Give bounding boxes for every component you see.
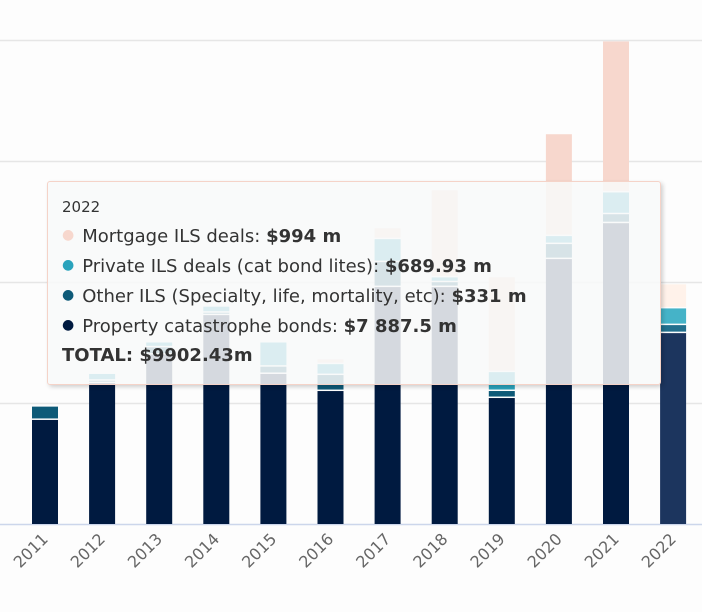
dot-icon: ● <box>62 317 75 333</box>
x-tick-label: 2013 <box>124 529 166 571</box>
x-tick-label: 2022 <box>638 529 680 571</box>
x-tick-label: 2018 <box>409 529 451 571</box>
tooltip-value: $994 m <box>266 226 342 247</box>
tooltip-label: Private ILS deals (cat bond lites): <box>82 256 385 277</box>
x-tick-label: 2011 <box>10 529 52 571</box>
bar-segment[interactable] <box>317 391 344 524</box>
x-tick-label: 2014 <box>181 529 223 571</box>
x-tick-label: 2020 <box>524 529 566 571</box>
tooltip-value: $689.93 m <box>384 256 492 277</box>
x-tick-label: 2015 <box>238 529 280 571</box>
tooltip-row-private: ● Private ILS deals (cat bond lites): $68… <box>62 252 646 282</box>
dot-icon: ● <box>62 227 75 243</box>
tooltip-value: $7 887.5 m <box>343 316 457 337</box>
bar-segment[interactable] <box>603 41 629 191</box>
tooltip-row-property: ● Property catastrophe bonds: $7 887.5 m <box>62 312 646 342</box>
x-tick-label: 2021 <box>581 529 623 571</box>
tooltip-row-mortgage: ● Mortgage ILS deals: $994 m <box>62 222 646 252</box>
tooltip: 2022 ● Mortgage ILS deals: $994 m ● Privat… <box>47 181 661 385</box>
bar-segment[interactable] <box>260 373 287 524</box>
x-axis-labels: 2011 2012 2013 2014 2015 2016 2017 2018 2019 2020… <box>10 529 680 571</box>
bar-stack-2011[interactable] <box>32 406 58 524</box>
bar-stack-2012[interactable] <box>89 373 116 524</box>
tooltip-label: Property catastrophe bonds: <box>82 316 344 337</box>
bar-segment[interactable] <box>32 406 58 419</box>
dot-icon: ● <box>62 257 75 273</box>
tooltip-header: 2022 <box>62 198 101 216</box>
bar-stack-2022[interactable] <box>660 284 687 524</box>
bar-segment[interactable] <box>660 333 687 524</box>
tooltip-label: Other ILS (Specialty, life, mortality, e… <box>82 286 452 307</box>
bar-segment[interactable] <box>32 419 58 524</box>
bar-segment[interactable] <box>488 391 515 397</box>
x-tick-label: 2019 <box>466 529 508 571</box>
dot-icon: ● <box>62 287 75 303</box>
tooltip-row-other: ● Other ILS (Specialty, life, mortality, … <box>62 282 646 312</box>
bar-segment[interactable] <box>660 308 687 324</box>
x-tick-label: 2016 <box>295 529 337 571</box>
bar-segment[interactable] <box>488 398 515 524</box>
bar-stack-2016[interactable] <box>317 359 344 524</box>
tooltip-label: Mortgage ILS deals: <box>82 226 267 247</box>
tooltip-total: TOTAL: $9902.43m <box>62 345 253 366</box>
bar-segment[interactable] <box>660 284 687 307</box>
x-tick-label: 2012 <box>67 529 109 571</box>
bar-segment[interactable] <box>660 325 687 332</box>
tooltip-value: $331 m <box>451 286 527 307</box>
x-tick-label: 2017 <box>352 529 394 571</box>
bar-segment[interactable] <box>89 383 116 524</box>
